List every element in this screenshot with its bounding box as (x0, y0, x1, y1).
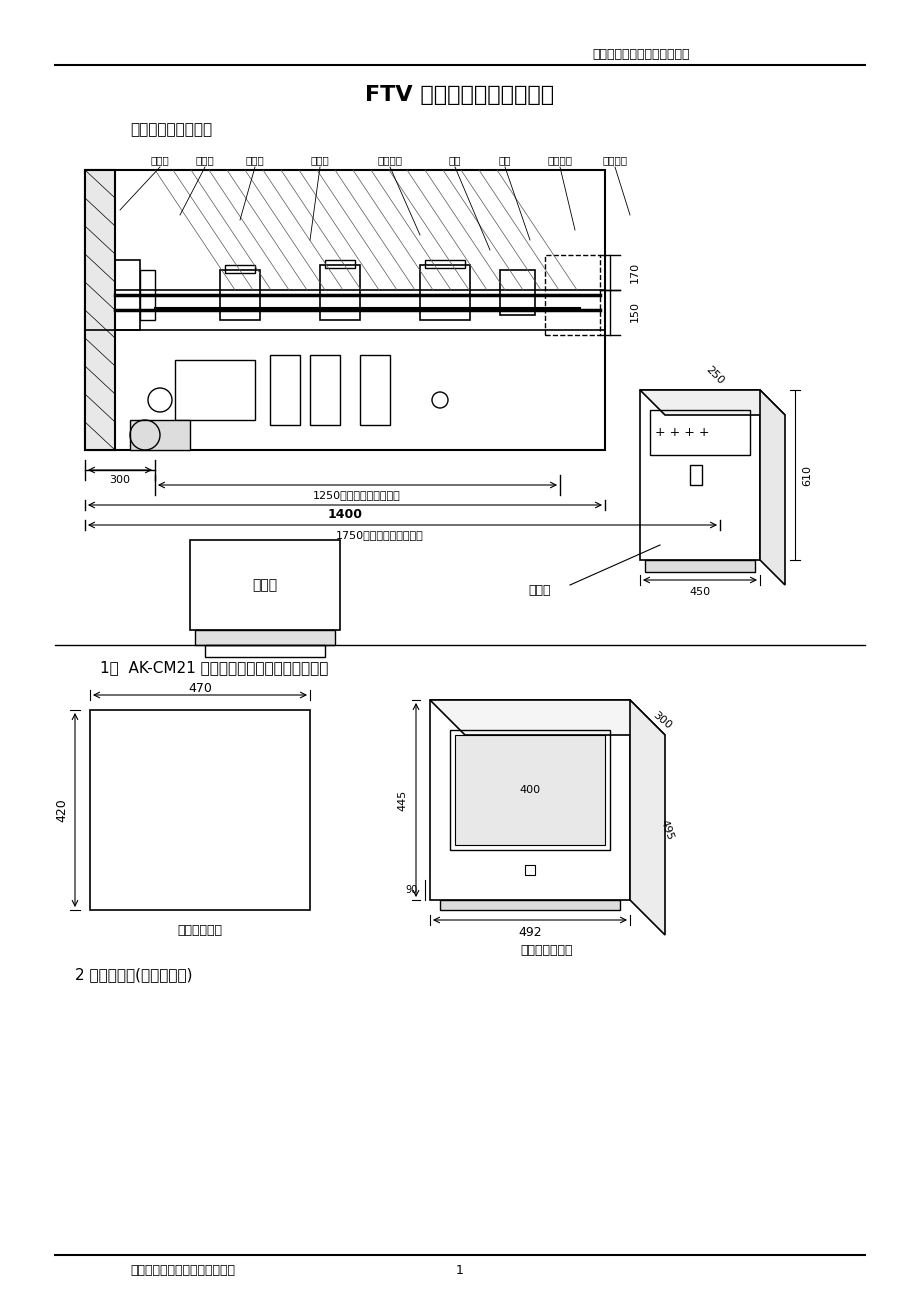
Text: 450: 450 (688, 587, 709, 598)
Text: 470: 470 (187, 681, 211, 694)
Bar (85, 171, 605, 450)
Text: 250: 250 (703, 365, 725, 385)
Bar (499, 270, 535, 315)
Bar (205, 644, 324, 658)
Text: 上盘开孔尺寸: 上盘开孔尺寸 (177, 923, 222, 936)
Text: 宁夏石嘴山火焰电视安装资料: 宁夏石嘴山火焰电视安装资料 (592, 48, 689, 61)
Text: 退出炉膛: 退出炉膛 (602, 155, 627, 165)
Text: 90: 90 (405, 885, 417, 894)
Bar (85, 171, 115, 450)
Bar (544, 255, 599, 335)
Text: 2 电器控制柜(在安装现场): 2 电器控制柜(在安装现场) (75, 967, 192, 983)
Text: 铁岭铁光仪器仪表有限责任公司: 铁岭铁光仪器仪表有限责任公司 (130, 1263, 234, 1276)
Text: 保护套: 保护套 (311, 155, 329, 165)
Text: 水冷壁: 水冷壁 (151, 155, 169, 165)
Text: 610: 610 (801, 465, 811, 486)
Text: 150: 150 (630, 302, 640, 323)
Text: 1250进入时所占最大空间: 1250进入时所占最大空间 (312, 490, 401, 500)
Bar (359, 355, 390, 424)
Bar (425, 260, 464, 268)
Polygon shape (429, 700, 664, 736)
Bar (85, 329, 605, 450)
Text: 492: 492 (517, 926, 541, 939)
Text: 420: 420 (55, 798, 68, 822)
Bar (190, 540, 340, 630)
Text: 电动推杆: 电动推杆 (547, 155, 572, 165)
Text: 控制柜: 控制柜 (528, 583, 550, 596)
Text: 输像系统: 输像系统 (377, 155, 403, 165)
Bar (640, 391, 759, 560)
Text: 监视器: 监视器 (252, 578, 278, 592)
Text: 445: 445 (397, 789, 406, 811)
Text: 连接板: 连接板 (245, 155, 264, 165)
Text: FTV 炉膛火焰电视安装资料: FTV 炉膛火焰电视安装资料 (365, 85, 554, 105)
Polygon shape (630, 700, 664, 935)
Text: 支架: 支架 (498, 155, 511, 165)
Bar (429, 700, 630, 900)
Bar (269, 355, 300, 424)
Bar (324, 260, 355, 268)
Bar (175, 359, 255, 421)
Text: 300: 300 (650, 710, 673, 730)
Bar (689, 465, 701, 486)
Polygon shape (640, 391, 784, 415)
Text: 300: 300 (109, 475, 130, 486)
Bar (650, 410, 749, 454)
Text: + + + +: + + + + (654, 427, 709, 440)
Text: 170: 170 (630, 262, 640, 283)
Text: 400: 400 (519, 785, 540, 796)
Bar (320, 266, 359, 320)
Bar (310, 355, 340, 424)
Bar (115, 260, 140, 329)
Bar (225, 266, 255, 273)
Bar (455, 736, 605, 845)
Text: 支撑板: 支撑板 (196, 155, 214, 165)
Text: 1750退出后所占最大空间: 1750退出后所占最大空间 (335, 530, 424, 540)
Bar (130, 421, 190, 450)
Bar (140, 270, 154, 320)
Bar (525, 865, 535, 875)
Text: 监视器外型尺寸: 监视器外型尺寸 (520, 944, 573, 957)
Text: 1400: 1400 (327, 509, 362, 522)
Polygon shape (759, 391, 784, 585)
Text: 1、  AK-CM21 纯平监视器外形尺寸及开孔尺寸: 1、 AK-CM21 纯平监视器外形尺寸及开孔尺寸 (100, 660, 328, 676)
Text: 495: 495 (658, 818, 675, 841)
Bar (220, 270, 260, 320)
Bar (195, 630, 335, 644)
Bar (439, 900, 619, 910)
Bar (449, 730, 609, 850)
Text: 炉膛火焰电视系统图: 炉膛火焰电视系统图 (130, 122, 212, 138)
Text: 小车: 小车 (448, 155, 460, 165)
Text: 1: 1 (456, 1263, 463, 1276)
Bar (644, 560, 754, 572)
Bar (90, 710, 310, 910)
Bar (420, 266, 470, 320)
